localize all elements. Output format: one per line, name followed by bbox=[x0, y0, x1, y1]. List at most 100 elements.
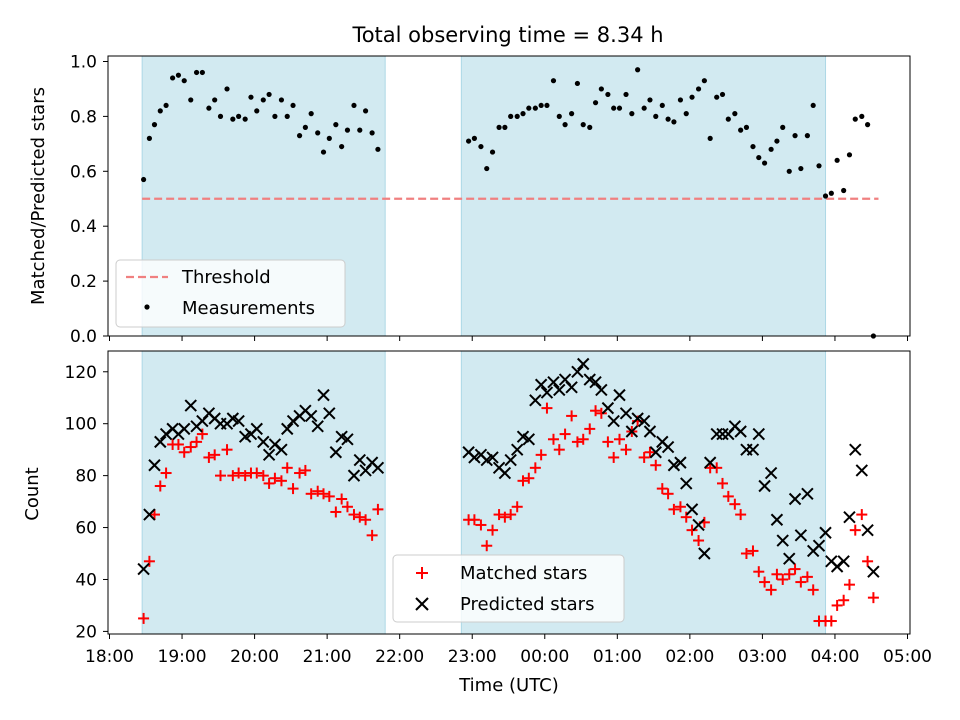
matched-star-point bbox=[849, 524, 861, 536]
predicted-star-point bbox=[275, 443, 288, 456]
measurement-point bbox=[587, 124, 593, 130]
measurement-point bbox=[846, 152, 853, 158]
measurement-point bbox=[816, 163, 822, 169]
predicted-star-point-b bbox=[250, 422, 263, 436]
matched-star-point bbox=[729, 498, 741, 510]
measurement-point bbox=[351, 102, 357, 109]
predicted-star-point bbox=[468, 451, 481, 464]
matched-star-point bbox=[559, 428, 571, 440]
predicted-star-point bbox=[510, 443, 524, 456]
matched-star-point bbox=[323, 490, 335, 502]
matched-star-point bbox=[753, 566, 765, 578]
predicted-star-point-b bbox=[819, 526, 832, 539]
predicted-star-point bbox=[281, 422, 294, 436]
matched-star-point bbox=[717, 477, 729, 489]
top-legend: Threshold Measurements bbox=[115, 259, 346, 328]
measurement-point bbox=[224, 86, 230, 92]
matched-star-point bbox=[251, 467, 263, 479]
matched-star-point bbox=[553, 444, 565, 456]
bottom-x-tick-label: 20:00 bbox=[230, 647, 279, 667]
predicted-star-point-b bbox=[758, 479, 771, 493]
predicted-star-point-b bbox=[371, 461, 385, 475]
measurement-point bbox=[489, 149, 496, 155]
measurement-point bbox=[163, 102, 169, 109]
predicted-star-point bbox=[522, 433, 536, 446]
measurement-points bbox=[140, 67, 877, 339]
matched-star-point bbox=[481, 540, 493, 552]
matched-star-point bbox=[590, 405, 602, 417]
predicted-star-point bbox=[776, 534, 789, 547]
bottom-y-tick-label: 100 bbox=[65, 415, 97, 435]
matched-star-point bbox=[287, 483, 299, 495]
predicted-star-point bbox=[498, 466, 512, 480]
matched-star-point bbox=[354, 511, 366, 523]
measurement-point bbox=[834, 157, 840, 163]
predicted-star-point bbox=[601, 401, 615, 415]
measurement-point bbox=[768, 146, 774, 152]
predicted-star-point-b bbox=[867, 565, 880, 578]
predicted-star-point bbox=[812, 539, 826, 552]
predicted-star-point bbox=[148, 459, 161, 472]
predicted-star-point bbox=[250, 422, 263, 436]
predicted-star-point-b bbox=[667, 459, 681, 472]
matched-star-point bbox=[662, 488, 674, 500]
predicted-star-point-b bbox=[680, 477, 693, 490]
predicted-star-point bbox=[794, 529, 808, 542]
matched-star-point bbox=[547, 433, 559, 445]
predicted-star-point bbox=[613, 388, 626, 402]
measurement-point bbox=[146, 135, 152, 141]
matched-star-point bbox=[505, 509, 517, 521]
matched-star-point bbox=[765, 584, 777, 596]
legend-measurements-swatch bbox=[144, 304, 150, 310]
predicted-star-point bbox=[607, 414, 620, 428]
predicted-star-point bbox=[752, 427, 765, 441]
matched-star-point bbox=[789, 563, 801, 575]
ratio-panel: 0.0 0.2 0.4 0.6 0.8 1.0 Matched/Predicted sta… bbox=[28, 52, 911, 347]
measurement-point bbox=[689, 94, 695, 100]
matched-star-point bbox=[650, 459, 662, 471]
measurement-point bbox=[647, 97, 653, 103]
predicted-star-point bbox=[304, 409, 318, 423]
predicted-star-point-b bbox=[553, 383, 566, 397]
predicted-star-point-b bbox=[607, 414, 620, 428]
measurement-point bbox=[278, 97, 285, 103]
measurement-point bbox=[725, 116, 731, 122]
top-y-axis-label: Matched/Predicted stars bbox=[28, 87, 49, 305]
top-y-tick-label: 0.2 bbox=[70, 272, 97, 292]
measurement-point bbox=[181, 78, 187, 84]
measurement-point bbox=[852, 116, 858, 122]
predicted-star-point bbox=[734, 425, 747, 438]
matched-star-point bbox=[475, 519, 487, 531]
measurement-point bbox=[344, 127, 351, 133]
measurement-point bbox=[792, 133, 798, 139]
predicted-star-point-b bbox=[504, 453, 517, 467]
matched-star-point bbox=[269, 472, 281, 484]
measurement-point bbox=[157, 108, 163, 114]
predicted-star-point-b bbox=[226, 412, 240, 425]
predicted-star-point-b bbox=[257, 435, 270, 449]
predicted-star-point bbox=[710, 427, 723, 441]
predicted-star-point-b bbox=[577, 357, 590, 371]
predicted-star-point bbox=[855, 464, 869, 477]
matched-star-point bbox=[275, 475, 287, 487]
predicted-star-point-b bbox=[486, 451, 499, 464]
measurement-point bbox=[206, 105, 212, 111]
measurement-point bbox=[701, 78, 707, 84]
predicted-star-point-b bbox=[281, 422, 294, 436]
predicted-star-point bbox=[137, 562, 150, 576]
predicted-star-point bbox=[661, 440, 675, 454]
legend-matched-swatch bbox=[416, 567, 428, 579]
matched-star-point bbox=[541, 402, 553, 414]
measurement-point bbox=[550, 78, 557, 84]
measurement-point bbox=[284, 113, 290, 119]
predicted-star-point-b bbox=[583, 373, 596, 386]
bottom-x-tick-label: 19:00 bbox=[158, 647, 207, 667]
predicted-star-point-b bbox=[685, 503, 699, 516]
predicted-star-point bbox=[849, 443, 862, 456]
predicted-star-point-b bbox=[268, 438, 282, 451]
predicted-star-point-b bbox=[304, 409, 318, 423]
matched-star-point bbox=[656, 483, 668, 495]
measurement-point bbox=[236, 113, 242, 119]
matched-star-point bbox=[795, 576, 807, 588]
matched-star-point bbox=[862, 555, 874, 567]
